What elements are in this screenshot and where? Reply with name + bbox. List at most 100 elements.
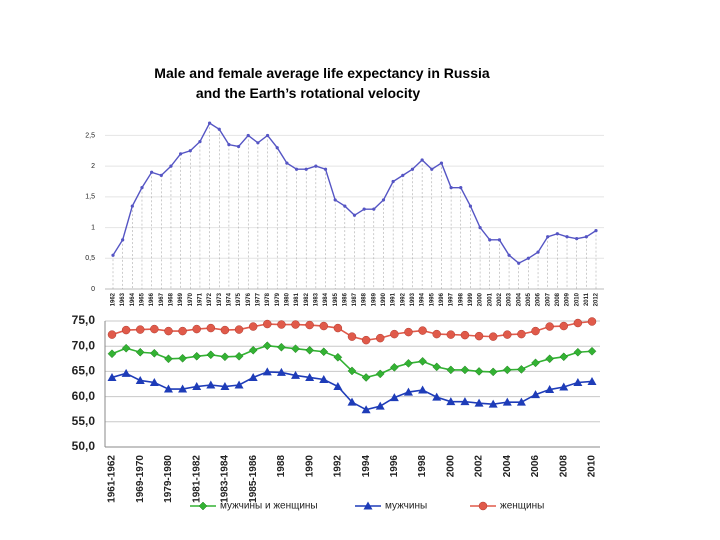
marker <box>248 345 258 355</box>
marker <box>460 365 470 375</box>
marker <box>573 318 583 328</box>
marker <box>135 325 145 334</box>
marker <box>347 397 357 406</box>
marker <box>587 346 597 356</box>
marker <box>192 382 202 391</box>
point <box>459 186 463 190</box>
point <box>526 256 530 260</box>
marker <box>220 352 230 362</box>
y-tick-label: 65,0 <box>72 364 96 378</box>
x-tick-label: 2000 <box>478 292 484 306</box>
point <box>150 170 154 174</box>
marker <box>545 354 555 364</box>
point <box>468 204 473 208</box>
x-tick-label: 1990 <box>304 455 315 478</box>
point <box>594 229 598 233</box>
x-tick-label: 1973 <box>217 292 223 306</box>
point <box>285 161 289 165</box>
point <box>381 198 386 202</box>
x-tick-label: 2000 <box>445 455 456 478</box>
marker <box>363 501 373 510</box>
x-tick-label: 1994 <box>361 455 372 478</box>
marker <box>418 356 427 366</box>
marker <box>432 392 442 401</box>
marker <box>404 327 413 337</box>
x-tick-label: 1992 <box>333 455 344 478</box>
y-tick-label: 50,0 <box>72 439 96 453</box>
point <box>575 237 579 241</box>
x-tick-label: 2004 <box>502 455 513 478</box>
x-tick-label: 1975 <box>236 292 242 306</box>
point <box>246 133 250 138</box>
x-tick-label: 1987 <box>352 292 358 306</box>
point <box>391 179 395 184</box>
marker <box>277 342 286 352</box>
x-tick-label: 1996 <box>389 455 400 478</box>
x-tick-label: 1967 <box>159 292 165 306</box>
marker <box>531 358 540 368</box>
y-tick-label: 2,5 <box>85 132 95 139</box>
marker <box>305 345 315 355</box>
marker <box>121 343 131 353</box>
x-tick-label: 2002 <box>497 292 503 306</box>
marker <box>121 325 131 335</box>
point <box>420 158 424 162</box>
marker <box>319 321 329 331</box>
point <box>236 144 241 149</box>
x-tick-label: 2006 <box>536 292 542 306</box>
marker <box>361 373 371 382</box>
point <box>401 173 405 177</box>
marker <box>361 405 371 414</box>
marker <box>149 377 159 386</box>
x-tick-label: 1995 <box>429 292 435 306</box>
point <box>536 250 540 254</box>
marker <box>474 367 484 376</box>
point <box>275 146 279 150</box>
marker <box>432 329 441 339</box>
x-tick-label: 1961-1962 <box>107 455 118 503</box>
x-tick-label: 2002 <box>474 455 485 478</box>
point <box>497 238 501 242</box>
y-tick-label: 70,0 <box>72 338 96 352</box>
x-tick-label: 1986 <box>342 292 348 306</box>
x-tick-label: 1992 <box>400 292 406 306</box>
point <box>294 167 299 171</box>
marker <box>361 335 371 345</box>
x-tick-label: 1964 <box>130 292 136 306</box>
y-tick-label: 2 <box>91 163 95 170</box>
marker <box>206 380 216 389</box>
x-tick-label: 1963 <box>120 292 126 306</box>
marker <box>107 349 117 359</box>
marker <box>319 374 329 383</box>
marker <box>319 347 329 357</box>
x-tick-label: 1988 <box>276 455 287 478</box>
point <box>179 152 183 156</box>
marker <box>587 317 597 326</box>
x-tick-label: 1979 <box>275 292 281 306</box>
point <box>555 232 559 236</box>
marker <box>206 323 216 333</box>
x-tick-label: 2001 <box>487 292 493 306</box>
marker <box>220 382 230 391</box>
point <box>584 235 588 239</box>
point <box>507 253 511 257</box>
x-tick-label: 1981 <box>294 292 300 306</box>
marker <box>573 377 583 386</box>
marker <box>164 354 173 364</box>
y-tick-label: 1 <box>91 224 95 231</box>
marker <box>150 324 159 334</box>
point <box>304 167 308 171</box>
x-tick-label: 1996 <box>439 292 445 306</box>
x-tick-label: 1969 <box>178 292 184 306</box>
marker <box>389 393 399 402</box>
x-tick-label: 1991 <box>391 292 397 306</box>
x-tick-label: 2011 <box>584 292 590 306</box>
point <box>478 225 482 230</box>
point <box>227 143 231 147</box>
marker <box>248 372 258 381</box>
marker <box>333 382 343 391</box>
point <box>372 207 376 211</box>
legend-label: мужчины и женщины <box>220 501 318 512</box>
marker <box>347 332 357 341</box>
point <box>256 141 260 145</box>
